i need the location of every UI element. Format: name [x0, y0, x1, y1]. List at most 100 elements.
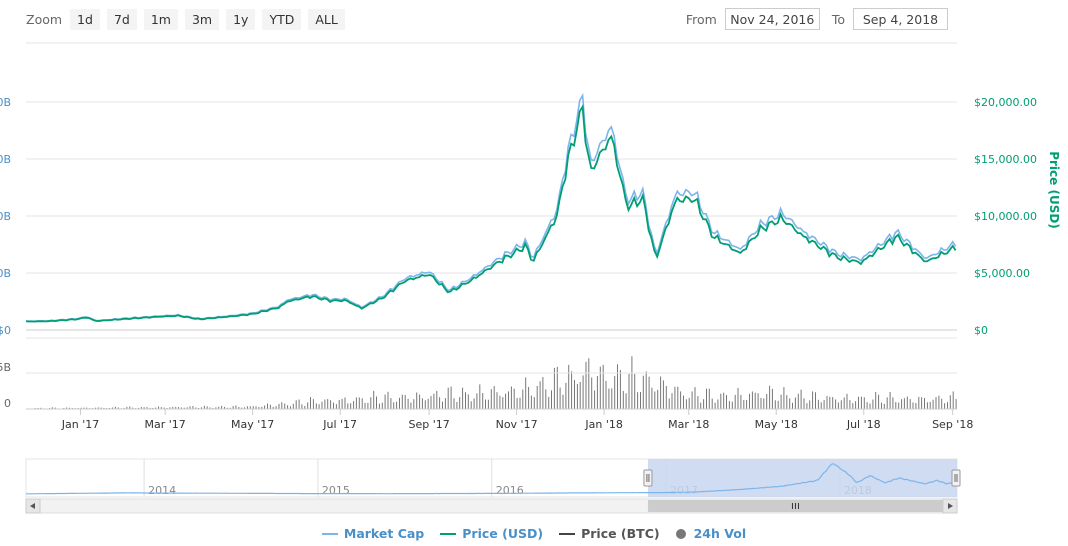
volume-bar	[806, 403, 808, 409]
volume-bar	[809, 400, 811, 409]
zoom-1y-button[interactable]: 1y	[226, 8, 256, 30]
volume-bar	[863, 397, 865, 409]
volume-bar	[553, 367, 555, 409]
volume-bar	[338, 400, 340, 409]
volume-bar	[720, 393, 722, 409]
legend-price-usd[interactable]: Price (USD)	[440, 526, 543, 541]
volume-bar	[278, 403, 280, 409]
from-label: From	[685, 11, 717, 27]
navigator-year-label: 2016	[496, 484, 524, 497]
volume-bar	[436, 390, 438, 409]
volume-bar	[680, 391, 682, 409]
volume-bar	[510, 386, 512, 409]
chevron-right-icon	[948, 503, 953, 509]
zoom-label: Zoom	[26, 11, 63, 27]
volume-bar	[347, 403, 349, 409]
volume-bar	[169, 407, 171, 409]
volume-bar	[815, 392, 816, 409]
zoom-all-button[interactable]: ALL	[308, 8, 345, 30]
volume-bar	[459, 397, 461, 409]
chart-legend: Market Cap Price (USD) Price (BTC) 24h V…	[0, 526, 1068, 541]
navigator[interactable]: 20142015201620172018	[25, 458, 961, 498]
volume-bar	[619, 370, 621, 409]
volume-bar	[69, 407, 70, 409]
volume-bar	[376, 396, 377, 409]
legend-24h-vol[interactable]: 24h Vol	[675, 526, 746, 541]
volume-bar	[754, 392, 756, 409]
volume-bar	[771, 388, 773, 409]
volume-bar	[86, 407, 88, 409]
volume-bar	[766, 394, 768, 409]
volume-bar	[453, 398, 455, 409]
volume-bar	[665, 386, 667, 409]
legend-market-cap[interactable]: Market Cap	[321, 526, 424, 541]
volume-bar	[731, 401, 733, 409]
volume-bar	[221, 405, 223, 409]
volume-bar	[832, 397, 834, 409]
x-tick-label: Sep '18	[932, 418, 973, 431]
volume-bar	[892, 397, 894, 409]
legend-price-btc[interactable]: Price (BTC)	[559, 526, 660, 541]
volume-bar	[473, 398, 475, 409]
zoom-1d-button[interactable]: 1d	[70, 8, 100, 30]
navigator-scrollbar[interactable]	[25, 498, 958, 514]
volume-bar	[631, 356, 633, 409]
zoom-3m-button[interactable]: 3m	[184, 8, 220, 30]
volume-bar	[634, 374, 636, 409]
volume-bar	[80, 407, 82, 409]
volume-bar	[901, 399, 903, 409]
volume-bar	[384, 394, 386, 409]
volume-bar	[63, 407, 65, 409]
volume-bar	[786, 395, 788, 409]
volume-bar	[427, 398, 429, 409]
volume-bar	[132, 407, 134, 409]
zoom-ytd-button[interactable]: YTD	[262, 8, 302, 30]
volume-bar	[746, 400, 748, 409]
volume-bar	[258, 407, 260, 409]
volume-bar	[252, 406, 254, 409]
volume-bar	[726, 395, 727, 409]
volume-bar	[749, 393, 750, 409]
volume-bar	[496, 392, 498, 409]
volume-bar	[149, 407, 151, 409]
volume-bar	[654, 391, 656, 409]
zoom-1m-button[interactable]: 1m	[143, 8, 178, 30]
volume-bar	[912, 402, 914, 409]
volume-bar	[829, 396, 831, 409]
volume-bar	[662, 380, 664, 409]
volume-bar	[926, 402, 928, 409]
volume-bar	[955, 399, 957, 409]
volume-bar	[318, 404, 320, 409]
volume-bar	[539, 381, 541, 409]
volume-bar	[206, 406, 208, 409]
volume-bar	[401, 394, 403, 409]
right-tick-label: $20,000.00	[974, 96, 1037, 109]
volume-bar	[717, 399, 719, 409]
volume-bar	[381, 402, 383, 409]
volume-bar	[700, 402, 702, 409]
volume-bar	[192, 406, 194, 409]
volume-bar	[367, 402, 369, 409]
navigator-series	[25, 463, 956, 495]
volume-bar	[430, 396, 432, 409]
navigator-handle	[643, 469, 653, 487]
volume-bar	[272, 406, 274, 409]
volume-bar	[355, 397, 357, 409]
volume-bar	[235, 405, 237, 409]
volume-bar	[519, 397, 521, 409]
x-tick-label: May '18	[755, 418, 798, 431]
volume-bar	[740, 394, 742, 409]
x-tick-label: May '17	[231, 418, 274, 431]
volume-bar	[875, 392, 877, 409]
to-date-input[interactable]	[853, 8, 948, 30]
zoom-7d-button[interactable]: 7d	[106, 8, 137, 30]
x-tick-label: Jan '17	[61, 418, 99, 431]
volume-bar	[688, 397, 690, 409]
from-date-input[interactable]	[724, 8, 820, 30]
volume-bar	[364, 402, 366, 409]
volume-bar	[843, 397, 845, 409]
volume-bar	[852, 403, 854, 409]
volume-bar	[129, 406, 131, 409]
volume-bar	[183, 407, 185, 409]
volume-axis: 0 5B	[0, 337, 957, 410]
